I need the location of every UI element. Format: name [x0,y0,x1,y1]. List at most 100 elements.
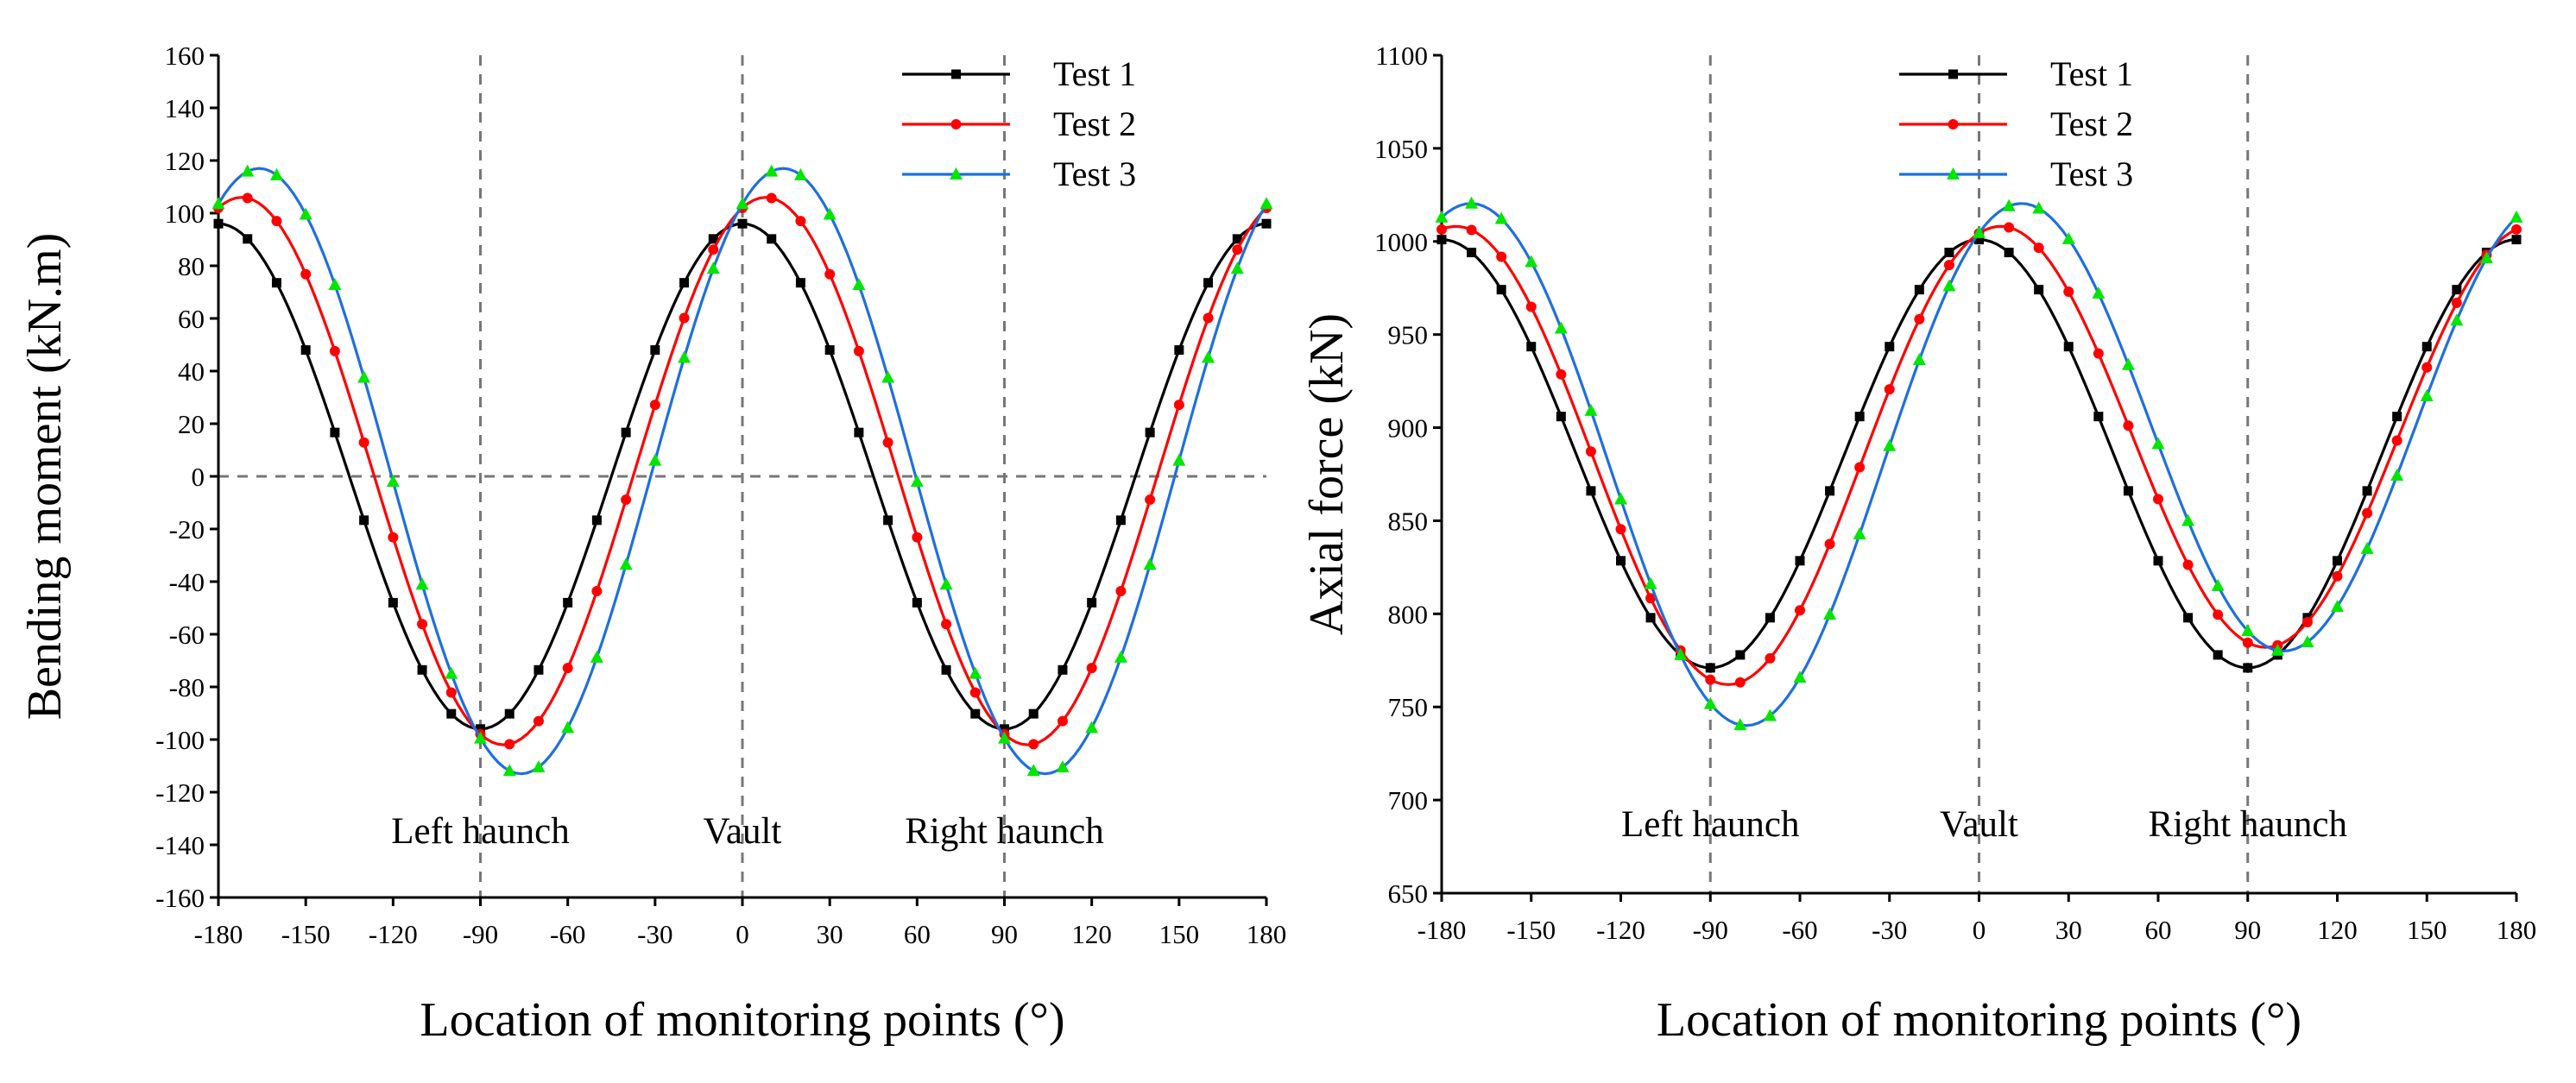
data-point [1765,652,1776,664]
data-point [502,764,516,777]
data-point [648,453,662,466]
data-point [358,437,369,448]
data-point [1114,650,1127,663]
annotation-label: Right haunch [905,811,1104,852]
y-tick-label: 40 [178,356,205,387]
data-point [1853,527,1866,540]
x-tick-label: 90 [991,919,1018,949]
data-point [2511,235,2522,245]
data-point [1232,244,1243,255]
data-point [533,715,544,727]
data-point [328,277,342,290]
y-tick-label: -80 [169,672,205,702]
data-point [1085,721,1099,734]
y-tick-label: -20 [169,514,205,545]
legend-label: Test 2 [2050,104,2133,143]
x-tick-label: 150 [1159,919,1200,949]
data-point [241,164,255,177]
data-point [852,277,866,290]
data-point [708,234,718,244]
data-point [1763,708,1777,721]
data-point [1674,647,1688,660]
data-point [2093,348,2104,359]
data-point [504,708,515,719]
data-point [941,664,951,675]
data-point [1436,235,1447,245]
data-point [824,345,835,356]
data-point [2450,313,2464,326]
data-point [2391,435,2402,446]
data-point [969,666,982,679]
x-tick-label: -60 [550,919,585,949]
data-point [1203,278,1214,288]
data-point [1026,764,1040,777]
data-point [1823,608,1837,620]
data-point [1556,368,1567,380]
data-point [417,619,428,630]
data-point [767,234,777,244]
data-point [619,557,633,570]
data-point [359,515,369,526]
x-tick-label: 60 [904,919,931,949]
data-point [1914,285,1924,295]
data-point [563,597,573,608]
x-tick-label: -120 [369,919,418,949]
data-point [2121,357,2135,370]
data-point [388,532,399,543]
data-point [1143,557,1157,570]
y-tick-label: -40 [169,567,205,597]
x-tick-label: 120 [2317,915,2358,945]
annotation-label: Vault [704,811,782,852]
data-point [271,216,282,227]
data-point [1028,739,1039,750]
legend-marker [1947,167,1960,179]
data-point [1554,321,1568,334]
data-point [793,167,807,180]
data-point [1912,353,1926,366]
data-point [1115,515,1126,526]
data-point [621,427,631,438]
data-point [2213,609,2224,620]
data-point [1466,224,1477,236]
data-point [824,268,836,280]
data-point [1705,674,1716,685]
data-point [1174,345,1184,356]
data-point [2511,224,2522,235]
x-tick-label: 30 [817,919,843,949]
data-point [621,494,632,506]
y-tick-label: 750 [1388,692,1429,722]
y-tick-label: 850 [1388,506,1429,536]
data-point [679,278,690,288]
data-point [2182,559,2194,570]
data-point [2153,556,2163,566]
data-point [561,721,575,734]
data-point [2333,556,2342,566]
data-point [2183,613,2194,623]
data-point [2421,342,2432,352]
data-point [1734,677,1746,688]
annotation-label: Left haunch [391,811,570,852]
data-point [1465,196,1479,209]
data-point [2181,513,2195,526]
y-tick-label: 900 [1388,413,1429,444]
data-point [1525,301,1537,312]
data-point [1735,650,1746,660]
data-point [2452,285,2462,295]
data-point [1644,576,1657,589]
data-point [2362,486,2372,496]
x-tick-label: 150 [2407,915,2447,945]
data-point [269,167,283,180]
data-point [2241,624,2255,637]
data-point [1145,494,1156,506]
y-tick-label: -140 [155,830,205,860]
bending-moment-chart: -160 -140 -120 -100 -80 -60 -40 -20 0 20 40 60 80 100… [18,41,1286,1047]
data-point [998,731,1011,744]
y-axis-title: Axial force (kN) [1300,313,1354,635]
x-tick-label: 180 [1247,919,1287,949]
data-point [1494,211,1508,224]
x-tick-label: -180 [194,919,243,949]
x-tick-label: -90 [463,919,498,949]
data-point [2301,617,2313,628]
data-point [2420,388,2434,401]
